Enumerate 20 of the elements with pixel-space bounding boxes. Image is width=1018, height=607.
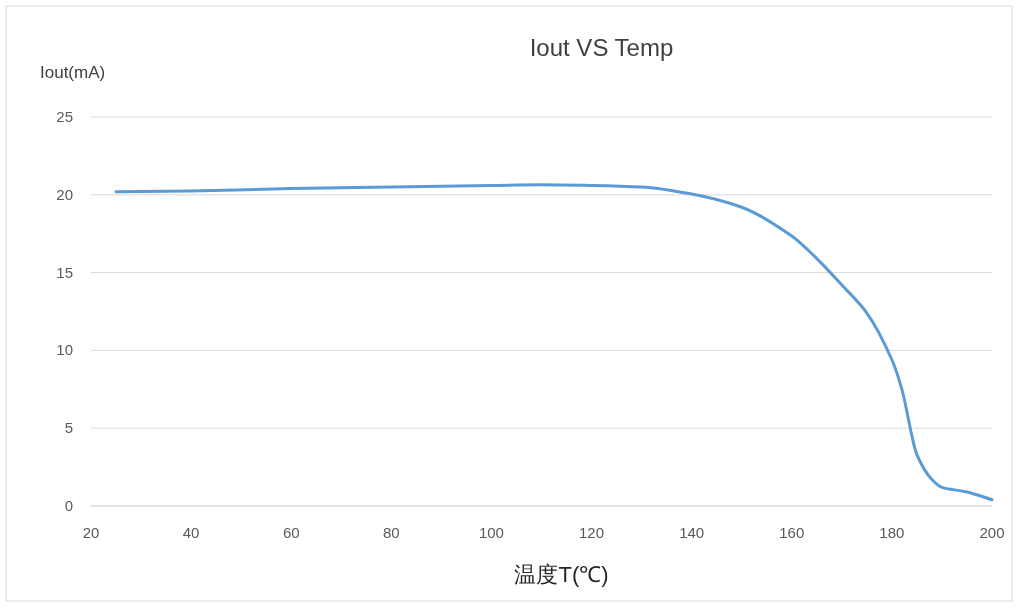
y-tick-label: 10 [56, 341, 73, 359]
y-tick-label: 5 [64, 419, 73, 437]
x-tick-label: 120 [579, 524, 605, 541]
x-tick-label: 180 [879, 524, 905, 541]
x-tick-label: 80 [382, 524, 400, 541]
x-tick-label: 100 [478, 524, 504, 541]
chart-title: Iout VS Temp [529, 34, 674, 61]
y-tick-label: 25 [56, 108, 73, 125]
line-series [114, 183, 994, 502]
x-tick-label: 200 [979, 524, 1005, 541]
x-tick-label: 160 [779, 524, 805, 541]
x-tick-label: 60 [282, 524, 300, 541]
x-tick-label: 20 [82, 524, 100, 541]
y-tick-label: 20 [56, 185, 73, 203]
x-tick-label: 140 [679, 524, 705, 541]
y-axis-title: Iout(mA) [40, 63, 106, 82]
x-axis-title: 温度T(℃) [514, 562, 609, 587]
y-tick-label: 0 [64, 497, 73, 514]
y-tick-label: 15 [56, 263, 73, 281]
x-tick-label: 40 [182, 524, 200, 541]
